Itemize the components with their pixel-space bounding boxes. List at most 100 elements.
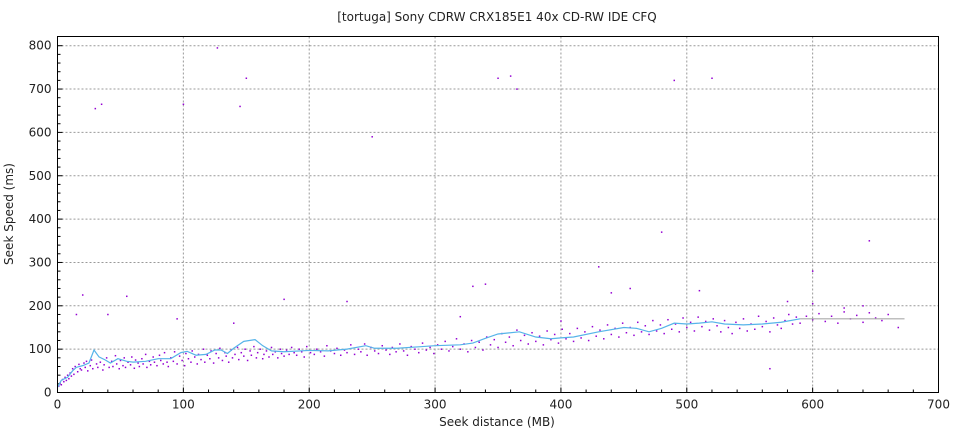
data-point <box>648 333 650 336</box>
data-point <box>557 342 560 344</box>
data-point <box>508 336 511 338</box>
data-point <box>874 317 877 319</box>
data-point <box>625 331 628 334</box>
data-point <box>436 344 439 346</box>
data-point <box>629 287 631 290</box>
data-point <box>855 314 858 317</box>
data-point <box>66 374 69 376</box>
data-point <box>572 340 575 343</box>
data-point <box>843 311 845 313</box>
data-point <box>569 332 571 335</box>
data-point <box>363 343 366 345</box>
x-tick-label: 700 <box>927 398 950 412</box>
data-point <box>353 353 356 356</box>
data-point <box>497 346 499 349</box>
data-point <box>799 322 801 324</box>
data-point <box>204 361 206 363</box>
data-point <box>485 336 488 338</box>
data-point <box>134 359 137 361</box>
data-point <box>414 348 416 350</box>
y-tick-label: 600 <box>29 125 52 139</box>
mean-line <box>56 318 801 388</box>
data-point <box>133 367 136 370</box>
data-point <box>697 316 699 318</box>
data-point <box>720 331 722 333</box>
data-point <box>377 352 380 355</box>
data-point <box>272 353 274 356</box>
data-point <box>484 283 487 285</box>
data-point <box>76 370 79 373</box>
y-tick-label: 300 <box>29 255 52 269</box>
data-point <box>80 369 83 371</box>
data-point <box>531 331 533 334</box>
data-point <box>238 358 240 361</box>
data-point <box>231 357 234 359</box>
data-point <box>191 350 193 352</box>
data-point <box>591 325 594 328</box>
data-point <box>472 285 474 288</box>
data-point <box>181 359 183 362</box>
data-point <box>667 318 669 321</box>
x-tick-label: 400 <box>549 398 572 412</box>
y-tick-label: 200 <box>29 299 52 313</box>
data-point <box>333 352 336 355</box>
data-point <box>381 344 384 347</box>
data-point <box>290 346 293 349</box>
x-tick-label: 500 <box>675 398 698 412</box>
data-point <box>843 307 845 309</box>
data-point <box>761 325 764 328</box>
data-point <box>584 331 586 333</box>
data-point <box>323 355 326 357</box>
data-point <box>141 357 143 360</box>
data-point <box>236 346 239 349</box>
data-point <box>553 333 556 336</box>
data-point <box>459 348 462 350</box>
data-point <box>64 376 66 379</box>
data-point <box>107 313 109 316</box>
data-point <box>440 348 443 350</box>
data-point <box>146 366 148 369</box>
data-point <box>277 357 279 359</box>
data-point <box>78 363 80 366</box>
data-point <box>73 373 75 376</box>
data-point <box>300 351 303 353</box>
data-point <box>245 77 248 80</box>
data-point <box>769 331 771 333</box>
data-point <box>610 333 613 336</box>
data-point <box>489 344 492 346</box>
data-point <box>196 363 199 365</box>
data-point <box>535 340 537 343</box>
data-point <box>757 315 760 318</box>
data-point <box>270 346 273 349</box>
data-point <box>640 331 643 333</box>
data-point <box>784 319 786 322</box>
data-point <box>704 320 707 323</box>
data-point <box>234 353 236 356</box>
grid <box>57 36 939 393</box>
data-point <box>772 317 775 319</box>
data-point <box>523 334 526 337</box>
data-point <box>786 300 789 303</box>
x-axis: 0 100 200 300 400 500 600 700 <box>54 387 950 412</box>
data-point <box>182 103 185 106</box>
x-axis-label: Seek distance (MB) <box>439 415 555 429</box>
data-point <box>659 324 662 326</box>
data-point <box>467 351 469 353</box>
y-axis-label: Seek Speed (ms) <box>2 163 16 265</box>
data-point <box>183 364 186 367</box>
data-point <box>385 349 387 351</box>
data-point <box>202 348 205 350</box>
data-point <box>550 338 552 341</box>
data-point <box>261 357 264 360</box>
data-point <box>144 353 147 356</box>
data-point <box>288 353 290 356</box>
data-point <box>780 327 782 330</box>
data-point <box>173 351 176 353</box>
data-point <box>153 361 156 363</box>
data-point <box>256 351 259 354</box>
data-point <box>118 367 120 370</box>
data-point <box>830 315 833 318</box>
data-point <box>119 359 122 362</box>
data-point <box>674 323 677 325</box>
